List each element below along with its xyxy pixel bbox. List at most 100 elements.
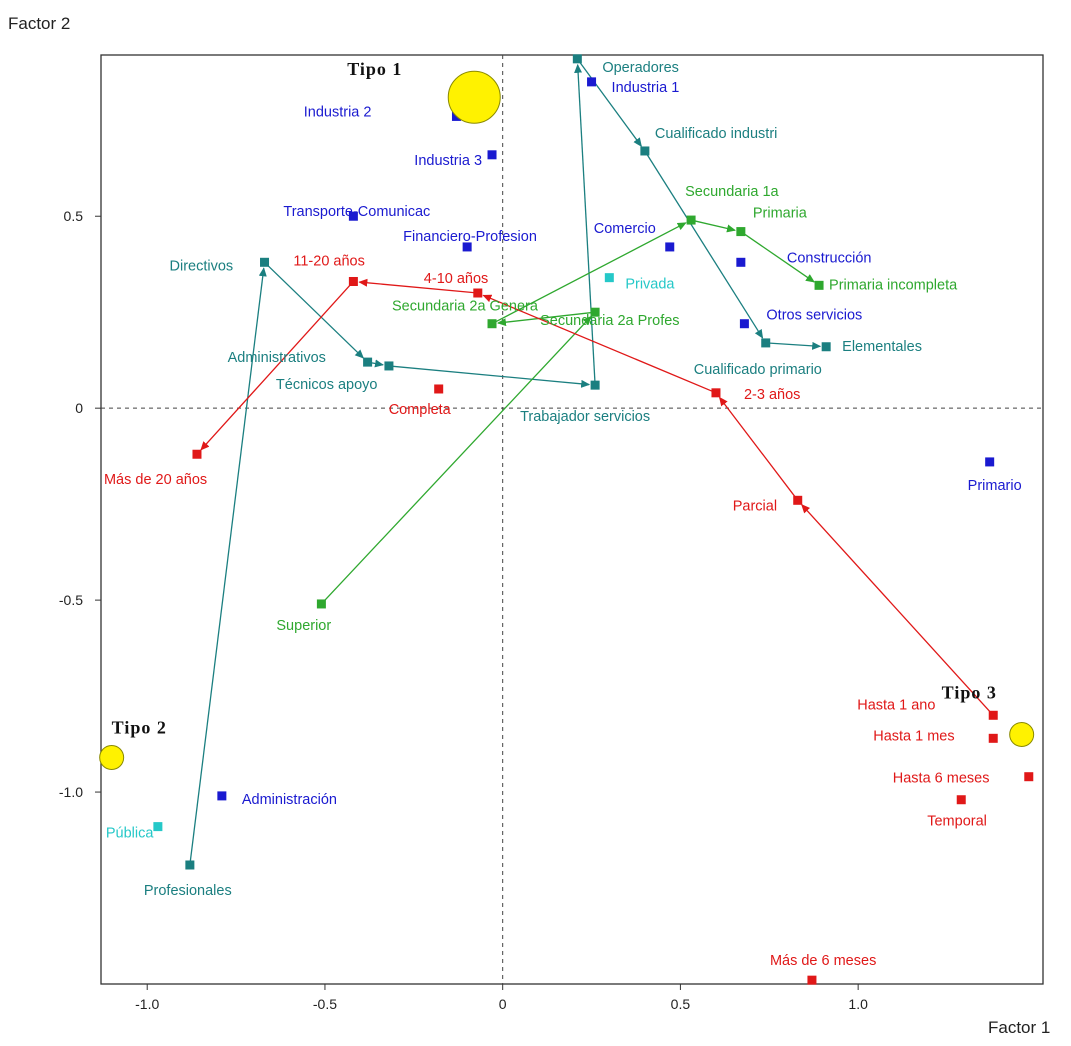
plot-frame	[100, 54, 1044, 985]
tenure-connector	[200, 281, 354, 451]
label-11-20-anos: 11-20 años	[293, 253, 364, 269]
label-otros-servicios: Otros servicios	[766, 308, 862, 324]
y-tick-label: -1.0	[59, 784, 83, 800]
point-mas-de-20-anos	[192, 449, 202, 459]
point-hasta-6-meses	[1024, 772, 1034, 782]
label-4-10-anos: 4-10 años	[424, 271, 489, 287]
point-profesionales	[185, 860, 195, 870]
point-primaria-incompleta	[814, 280, 824, 290]
point-administrativos	[363, 357, 373, 367]
label-administrativos: Administrativos	[228, 350, 326, 366]
y-tick-label: 0.5	[64, 208, 84, 224]
occupation-connector	[644, 150, 764, 339]
point-financiero-profesion	[462, 242, 472, 252]
label-superior: Superior	[276, 618, 331, 634]
label-comercio: Comercio	[594, 221, 656, 237]
connector-paths	[189, 58, 994, 866]
label-2-3-anos: 2-3 años	[744, 387, 800, 403]
label-tecnicos-apoyo: Técnicos apoyo	[276, 377, 378, 393]
label-hasta-1-mes: Hasta 1 mes	[873, 728, 954, 744]
label-completa: Completa	[389, 402, 452, 418]
point-cualificado-primario	[761, 338, 771, 348]
x-axis-label: Factor 1	[988, 1018, 1051, 1037]
type-marker-tipo-3	[1009, 721, 1035, 747]
point-layer: Industria 1 Industria 2 Industria 3 Transpo…	[104, 54, 1034, 985]
reference-lines	[101, 55, 1043, 984]
point-directivos	[260, 257, 270, 267]
education-connector	[491, 222, 687, 325]
point-4-10-anos	[473, 288, 483, 298]
point-temporal	[956, 795, 966, 805]
education-connector	[496, 311, 596, 327]
point-tecnicos-apoyo	[384, 361, 394, 371]
label-privada: Privada	[625, 277, 675, 293]
point-comercio	[665, 242, 675, 252]
point-industria-3	[487, 150, 497, 160]
label-mas-de-6-meses: Más de 6 meses	[770, 953, 876, 969]
label-cualificado-primario: Cualificado primario	[694, 362, 822, 378]
point-primaria	[736, 227, 746, 237]
label-publica: Pública	[106, 826, 154, 842]
label-transporte-comunicac: Transporte-Comunicac	[283, 204, 430, 220]
education-connector	[320, 315, 592, 605]
label-cualificado-industri: Cualificado industri	[655, 126, 778, 142]
x-tick-label: 1.0	[848, 996, 868, 1012]
point-mas-de-6-meses	[807, 975, 817, 985]
label-primario: Primario	[968, 478, 1022, 494]
label-hasta-6-meses: Hasta 6 meses	[893, 771, 990, 787]
occupation-connector	[189, 267, 267, 866]
label-secundaria-2a-profes: Secundaria 2a Profes	[540, 313, 679, 329]
tenure-connector	[482, 294, 717, 394]
point-privada	[604, 273, 614, 283]
point-trabajador-servicios	[590, 380, 600, 390]
occupation-connector	[765, 341, 822, 350]
tenure-connector	[358, 278, 478, 294]
label-secundaria-1a: Secundaria 1a	[685, 184, 779, 200]
label-industria-3: Industria 3	[414, 153, 482, 169]
type-label-tipo-3: Tipo 3	[942, 682, 997, 702]
label-primaria: Primaria	[753, 206, 808, 222]
y-axis-label: Factor 2	[8, 14, 71, 33]
occupation-connector	[264, 261, 365, 359]
type-label-tipo-2: Tipo 2	[112, 718, 167, 738]
point-elementales	[821, 342, 831, 352]
type-label-tipo-1: Tipo 1	[347, 59, 402, 79]
tenure-connector	[801, 504, 994, 716]
type-layer: Tipo 1 Tipo 2 Tipo 3	[99, 59, 1035, 771]
point-administracion	[217, 791, 227, 801]
label-trabajador-servicios: Trabajador servicios	[520, 409, 650, 425]
point-primario	[985, 457, 995, 467]
x-tick-label: 0	[499, 996, 507, 1012]
label-parcial: Parcial	[733, 498, 777, 514]
label-financiero-profesion: Financiero-Profesion	[403, 229, 537, 245]
point-hasta-1-mes	[988, 733, 998, 743]
label-mas-de-20-anos: Más de 20 años	[104, 472, 207, 488]
label-directivos: Directivos	[170, 258, 234, 274]
label-industria-1: Industria 1	[612, 80, 680, 96]
label-administracion: Administración	[242, 792, 337, 808]
point-11-20-anos	[348, 276, 358, 286]
education-connector	[740, 231, 815, 283]
label-elementales: Elementales	[842, 339, 922, 355]
point-otros-servicios	[739, 319, 749, 329]
label-secundaria-2a-genera: Secundaria 2a Genera	[392, 299, 539, 315]
point-secundaria-2a-genera	[487, 319, 497, 329]
point-completa	[434, 384, 444, 394]
tick-layer: -1.0 -0.5 0 0.5 1.0 0.5 0 -0.5 -1.0	[59, 208, 868, 1012]
type-marker-tipo-1	[447, 70, 501, 124]
label-primaria-incompleta: Primaria incompleta	[829, 277, 958, 293]
point-industria-1	[587, 77, 597, 87]
label-industria-2: Industria 2	[304, 104, 372, 120]
y-tick-label: -0.5	[59, 592, 83, 608]
label-hasta-1-ano: Hasta 1 ano	[857, 697, 935, 713]
point-transporte-comunicac	[348, 211, 358, 221]
label-profesionales: Profesionales	[144, 883, 232, 899]
x-tick-label: -0.5	[313, 996, 337, 1012]
x-tick-label: 0.5	[671, 996, 691, 1012]
education-connector	[690, 219, 736, 233]
point-construccion	[736, 257, 746, 267]
occupation-connector	[388, 365, 591, 388]
type-marker-tipo-2	[99, 745, 125, 771]
tenure-connector	[718, 396, 799, 501]
label-temporal: Temporal	[927, 814, 987, 830]
